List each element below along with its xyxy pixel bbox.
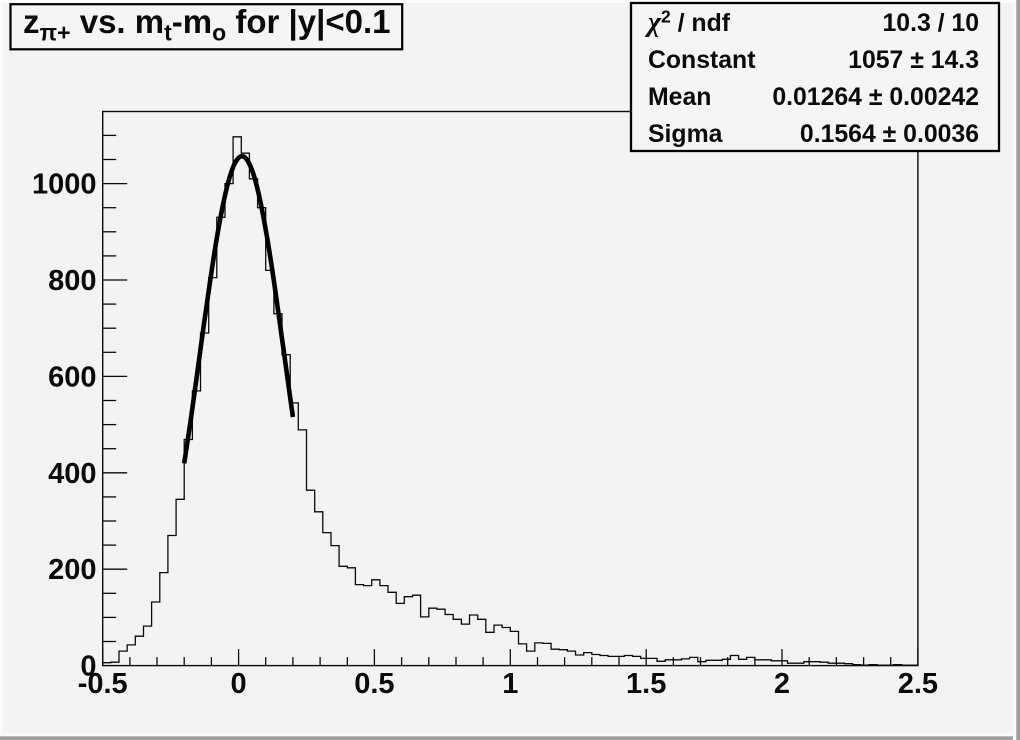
svg-text:Mean: Mean xyxy=(648,84,711,111)
svg-text:0.5: 0.5 xyxy=(354,668,394,700)
svg-text:1: 1 xyxy=(502,668,518,700)
svg-text:2: 2 xyxy=(774,668,790,700)
svg-text:800: 800 xyxy=(48,265,96,297)
svg-text:10.3 / 10: 10.3 / 10 xyxy=(882,10,979,37)
svg-text:1.5: 1.5 xyxy=(626,668,666,700)
svg-text:0.1564 ± 0.0036: 0.1564 ± 0.0036 xyxy=(800,121,979,148)
svg-text:0: 0 xyxy=(80,651,96,683)
svg-text:Constant: Constant xyxy=(648,47,755,74)
svg-text:400: 400 xyxy=(48,458,96,490)
svg-text:1057 ± 14.3: 1057 ± 14.3 xyxy=(848,47,979,74)
svg-text:1000: 1000 xyxy=(32,169,97,201)
svg-text:χ2 / ndf: χ2 / ndf xyxy=(644,7,731,39)
svg-text:0: 0 xyxy=(231,668,247,700)
svg-text:Sigma: Sigma xyxy=(648,121,723,148)
svg-text:2.5: 2.5 xyxy=(898,668,938,700)
svg-text:200: 200 xyxy=(48,554,96,586)
svg-text:600: 600 xyxy=(48,361,96,393)
svg-text:-0.5: -0.5 xyxy=(78,668,128,700)
svg-text:zπ+ vs. mt-mo for |y|<0.1: zπ+ vs. mt-mo for |y|<0.1 xyxy=(23,3,390,46)
svg-text:0.01264 ± 0.00242: 0.01264 ± 0.00242 xyxy=(772,84,979,111)
